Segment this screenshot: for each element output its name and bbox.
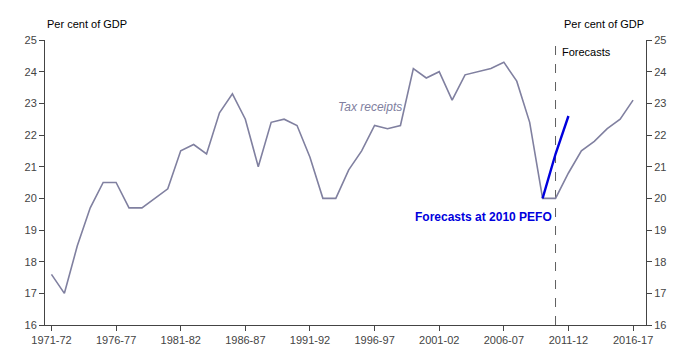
svg-text:19: 19 — [25, 224, 37, 236]
svg-text:20: 20 — [25, 192, 37, 204]
svg-text:21: 21 — [654, 161, 666, 173]
svg-text:Per cent of GDP: Per cent of GDP — [47, 18, 127, 30]
svg-text:21: 21 — [25, 161, 37, 173]
svg-text:Tax receipts: Tax receipts — [338, 100, 402, 114]
svg-text:22: 22 — [25, 129, 37, 141]
svg-text:18: 18 — [654, 256, 666, 268]
svg-text:Forecasts: Forecasts — [562, 46, 611, 58]
svg-text:2006-07: 2006-07 — [484, 334, 524, 346]
svg-text:25: 25 — [25, 34, 37, 46]
svg-text:19: 19 — [654, 224, 666, 236]
svg-text:1976-77: 1976-77 — [96, 334, 136, 346]
svg-text:1981-82: 1981-82 — [161, 334, 201, 346]
svg-text:17: 17 — [25, 287, 37, 299]
svg-text:24: 24 — [25, 66, 37, 78]
svg-text:24: 24 — [654, 66, 666, 78]
svg-text:1991-92: 1991-92 — [290, 334, 330, 346]
svg-text:1971-72: 1971-72 — [31, 334, 71, 346]
svg-text:23: 23 — [25, 97, 37, 109]
svg-text:2011-12: 2011-12 — [549, 334, 589, 346]
svg-text:2001-02: 2001-02 — [419, 334, 459, 346]
svg-text:1986-87: 1986-87 — [225, 334, 265, 346]
svg-text:25: 25 — [654, 34, 666, 46]
svg-text:22: 22 — [654, 129, 666, 141]
svg-text:20: 20 — [654, 192, 666, 204]
svg-text:1996-97: 1996-97 — [354, 334, 394, 346]
svg-text:16: 16 — [25, 319, 37, 331]
svg-text:2016-17: 2016-17 — [613, 334, 653, 346]
svg-text:16: 16 — [654, 319, 666, 331]
svg-text:17: 17 — [654, 287, 666, 299]
svg-text:18: 18 — [25, 256, 37, 268]
svg-text:Per cent of GDP: Per cent of GDP — [564, 18, 644, 30]
svg-text:23: 23 — [654, 97, 666, 109]
svg-text:Forecasts at 2010 PEFO: Forecasts at 2010 PEFO — [415, 210, 552, 224]
